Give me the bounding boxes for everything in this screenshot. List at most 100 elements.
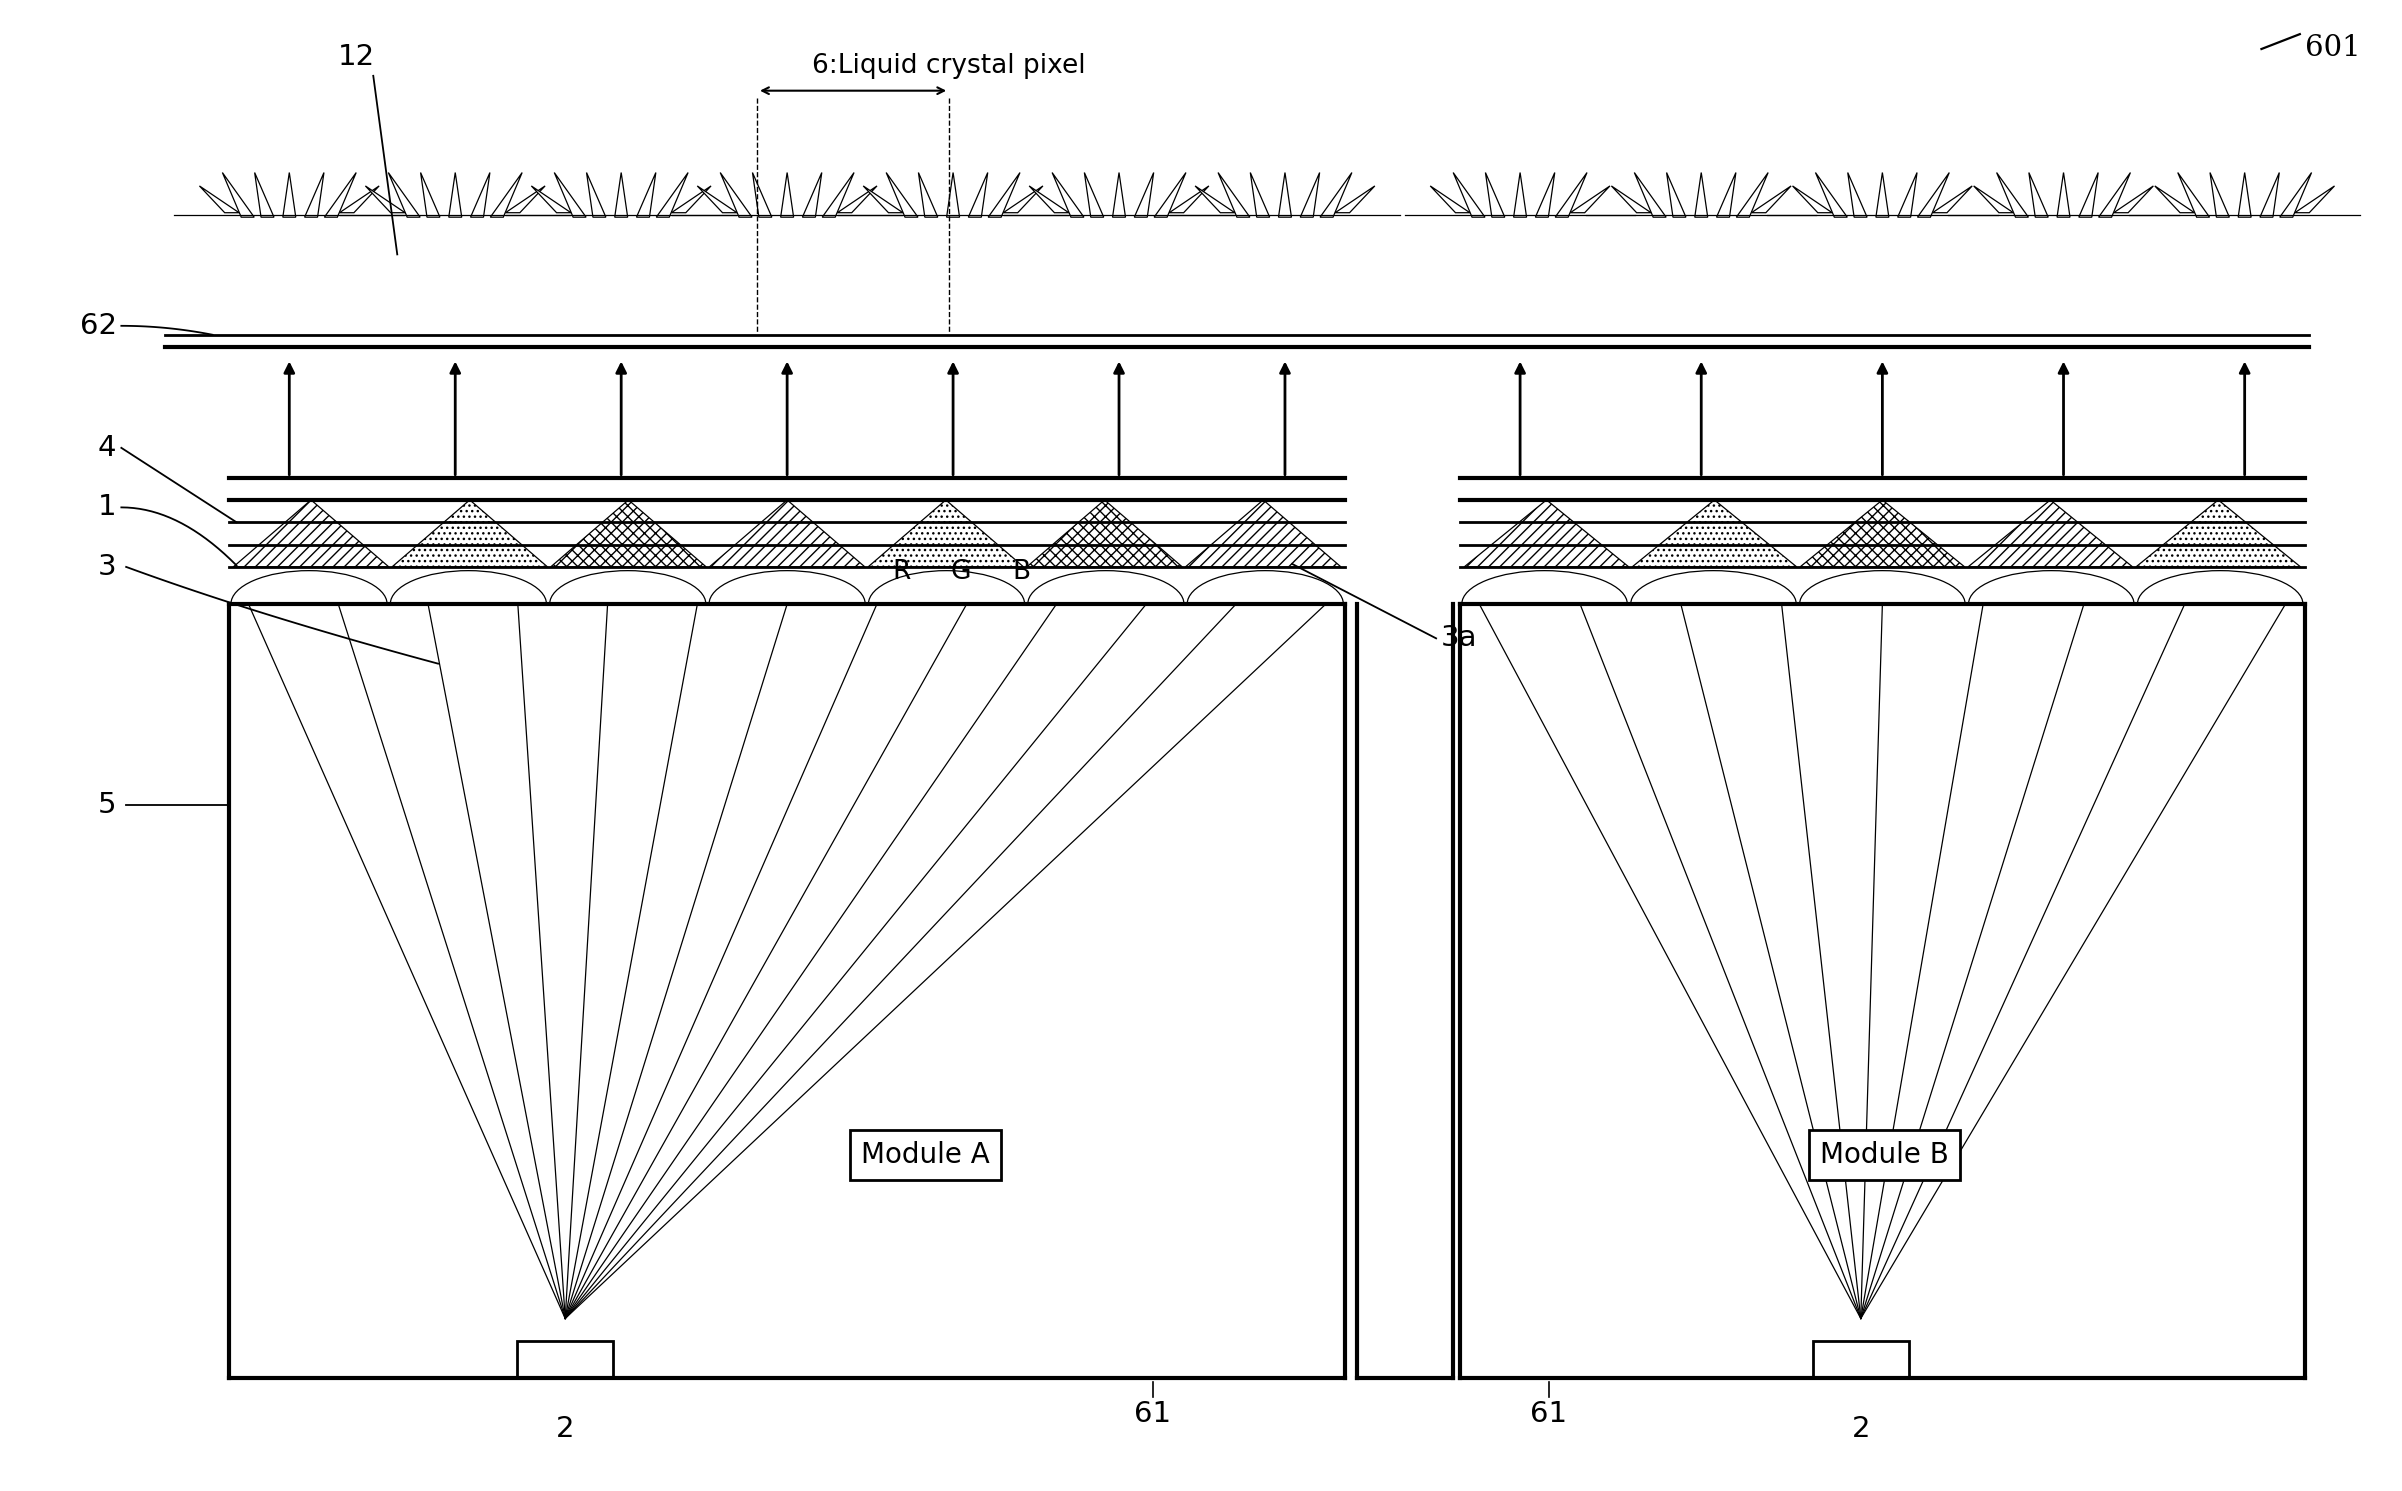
Text: B: B [1011, 559, 1030, 584]
Polygon shape [1792, 186, 1833, 213]
Polygon shape [389, 173, 420, 218]
Text: 62: 62 [79, 312, 118, 340]
Polygon shape [1026, 499, 1182, 567]
Text: 5: 5 [98, 792, 118, 819]
Polygon shape [968, 173, 987, 218]
Polygon shape [1278, 173, 1292, 218]
Bar [516, 1340, 613, 1378]
Polygon shape [752, 173, 771, 218]
Polygon shape [1112, 173, 1127, 218]
Polygon shape [886, 173, 918, 218]
Polygon shape [1083, 173, 1105, 218]
Polygon shape [199, 186, 240, 213]
Polygon shape [2279, 173, 2311, 218]
Polygon shape [1170, 186, 1208, 213]
Polygon shape [1633, 173, 1667, 218]
Text: 4: 4 [98, 434, 118, 462]
Text: 3: 3 [98, 553, 118, 581]
Polygon shape [2135, 499, 2301, 567]
Polygon shape [987, 173, 1021, 218]
Polygon shape [1934, 186, 1972, 213]
Polygon shape [2030, 173, 2049, 218]
Polygon shape [2179, 173, 2210, 218]
Polygon shape [1453, 173, 1484, 218]
Polygon shape [1251, 173, 1271, 218]
Polygon shape [1612, 186, 1650, 213]
Polygon shape [918, 173, 937, 218]
Text: 1: 1 [98, 494, 118, 522]
Polygon shape [1667, 173, 1686, 218]
Polygon shape [697, 186, 737, 213]
Polygon shape [1571, 186, 1609, 213]
Polygon shape [2155, 186, 2195, 213]
Polygon shape [1535, 173, 1554, 218]
Polygon shape [1196, 186, 1235, 213]
Polygon shape [1052, 173, 1083, 218]
Polygon shape [1799, 499, 1965, 567]
Polygon shape [2099, 173, 2131, 218]
Polygon shape [490, 173, 521, 218]
Polygon shape [821, 173, 855, 218]
Polygon shape [449, 173, 461, 218]
Polygon shape [233, 499, 389, 567]
Polygon shape [2260, 173, 2279, 218]
Polygon shape [781, 173, 793, 218]
Polygon shape [305, 173, 324, 218]
Polygon shape [615, 173, 627, 218]
Polygon shape [946, 173, 958, 218]
Polygon shape [1847, 173, 1866, 218]
Polygon shape [471, 173, 490, 218]
Polygon shape [420, 173, 440, 218]
Text: 2: 2 [1852, 1415, 1871, 1443]
Text: Module B: Module B [1821, 1141, 1948, 1169]
Text: 61: 61 [1134, 1400, 1172, 1428]
Polygon shape [1554, 173, 1588, 218]
Polygon shape [504, 186, 545, 213]
Polygon shape [283, 173, 295, 218]
Polygon shape [392, 499, 548, 567]
Polygon shape [1696, 173, 1708, 218]
Polygon shape [1513, 173, 1528, 218]
Polygon shape [2056, 173, 2071, 218]
Polygon shape [586, 173, 605, 218]
Polygon shape [1028, 186, 1069, 213]
Polygon shape [656, 173, 687, 218]
Polygon shape [1134, 173, 1153, 218]
Polygon shape [867, 499, 1023, 567]
Polygon shape [2114, 186, 2152, 213]
Polygon shape [1898, 173, 1917, 218]
Polygon shape [531, 186, 572, 213]
Polygon shape [1737, 173, 1768, 218]
Polygon shape [1876, 173, 1888, 218]
Polygon shape [2294, 186, 2335, 213]
Polygon shape [1717, 173, 1737, 218]
Text: Module A: Module A [860, 1141, 990, 1169]
Polygon shape [365, 186, 406, 213]
Polygon shape [2239, 173, 2251, 218]
Text: 61: 61 [1530, 1400, 1569, 1428]
Polygon shape [1321, 173, 1352, 218]
Polygon shape [2078, 173, 2099, 218]
Polygon shape [1631, 499, 1797, 567]
Text: 2: 2 [555, 1415, 574, 1443]
Polygon shape [1299, 173, 1319, 218]
Text: G: G [951, 559, 970, 584]
Polygon shape [637, 173, 656, 218]
Polygon shape [1996, 173, 2027, 218]
Bar [1814, 1340, 1910, 1378]
Polygon shape [673, 186, 711, 213]
Text: 6:Liquid crystal pixel: 6:Liquid crystal pixel [812, 54, 1086, 79]
Polygon shape [709, 499, 865, 567]
Text: 601: 601 [2304, 34, 2361, 63]
Polygon shape [862, 186, 903, 213]
Polygon shape [1187, 499, 1340, 567]
Polygon shape [1967, 499, 2133, 567]
Polygon shape [1429, 186, 1470, 213]
Polygon shape [838, 186, 877, 213]
Polygon shape [1751, 186, 1792, 213]
Text: R: R [891, 559, 910, 584]
Polygon shape [1336, 186, 1374, 213]
Polygon shape [1004, 186, 1042, 213]
Polygon shape [2210, 173, 2229, 218]
Polygon shape [550, 499, 706, 567]
